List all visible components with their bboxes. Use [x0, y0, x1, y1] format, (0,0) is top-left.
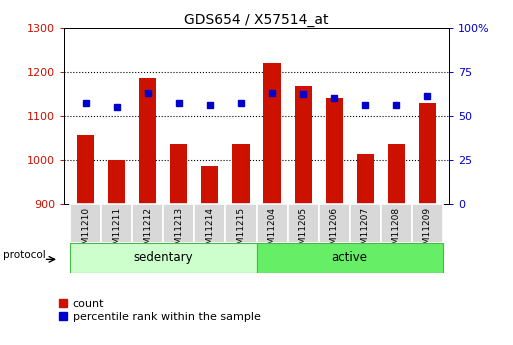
FancyBboxPatch shape: [70, 204, 102, 243]
Text: GSM11210: GSM11210: [82, 207, 90, 256]
Bar: [140, 78, 156, 204]
Bar: [77, 135, 94, 204]
Bar: [357, 154, 373, 204]
Title: GDS654 / X57514_at: GDS654 / X57514_at: [184, 12, 329, 27]
FancyBboxPatch shape: [349, 204, 381, 243]
Bar: [388, 144, 405, 204]
FancyBboxPatch shape: [381, 204, 411, 243]
Text: GSM11212: GSM11212: [144, 207, 152, 256]
Text: GSM11215: GSM11215: [236, 207, 246, 256]
FancyBboxPatch shape: [256, 204, 287, 243]
FancyBboxPatch shape: [164, 204, 194, 243]
FancyBboxPatch shape: [287, 204, 319, 243]
Legend: count, percentile rank within the sample: count, percentile rank within the sample: [60, 299, 261, 322]
Bar: [170, 144, 187, 204]
Text: GSM11211: GSM11211: [112, 207, 122, 256]
FancyBboxPatch shape: [70, 243, 256, 273]
Text: GSM11207: GSM11207: [361, 207, 369, 256]
Text: GSM11204: GSM11204: [267, 207, 277, 256]
FancyBboxPatch shape: [194, 204, 226, 243]
Text: GSM11213: GSM11213: [174, 207, 184, 256]
Bar: [326, 98, 343, 204]
Bar: [232, 144, 249, 204]
Bar: [108, 160, 125, 204]
FancyBboxPatch shape: [132, 204, 164, 243]
Text: protocol: protocol: [3, 250, 46, 260]
FancyBboxPatch shape: [102, 204, 132, 243]
Text: GSM11209: GSM11209: [423, 207, 431, 256]
Bar: [294, 86, 311, 204]
Text: GSM11205: GSM11205: [299, 207, 307, 256]
FancyBboxPatch shape: [256, 243, 443, 273]
Text: GSM11206: GSM11206: [329, 207, 339, 256]
Text: GSM11214: GSM11214: [206, 207, 214, 256]
Text: active: active: [331, 252, 368, 264]
Text: sedentary: sedentary: [133, 252, 193, 264]
FancyBboxPatch shape: [319, 204, 349, 243]
FancyBboxPatch shape: [226, 204, 256, 243]
FancyBboxPatch shape: [411, 204, 443, 243]
Bar: [264, 63, 281, 204]
Bar: [419, 103, 436, 204]
Bar: [202, 166, 219, 204]
Text: GSM11208: GSM11208: [391, 207, 401, 256]
